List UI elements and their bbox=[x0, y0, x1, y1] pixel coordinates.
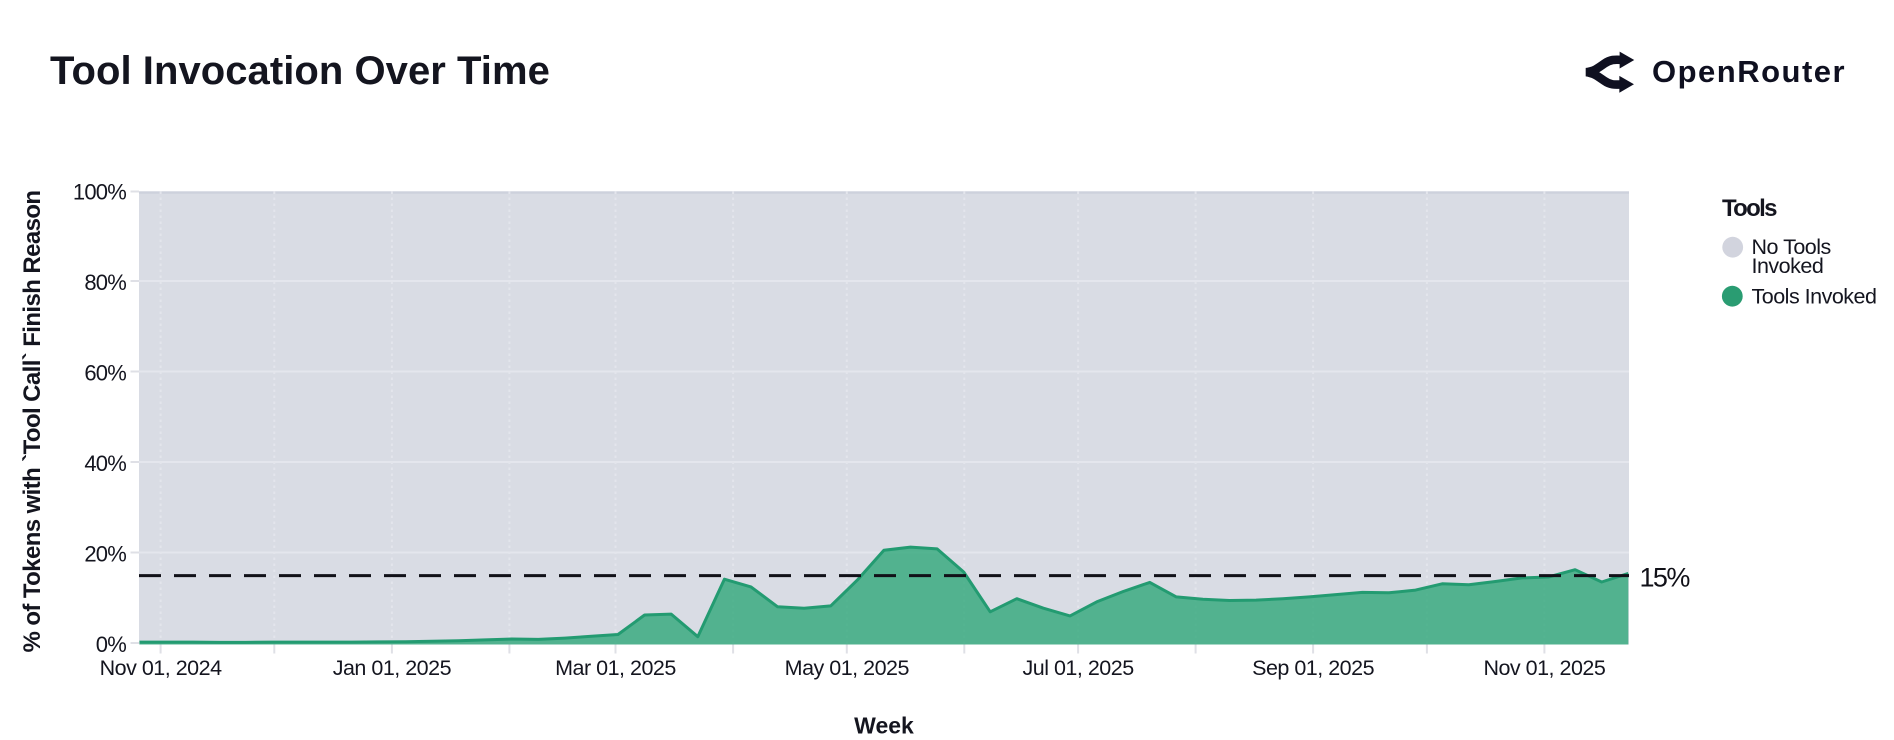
svg-text:Mar 01, 2025: Mar 01, 2025 bbox=[555, 656, 676, 680]
svg-text:Sep 01, 2025: Sep 01, 2025 bbox=[1252, 656, 1374, 680]
svg-text:80%: 80% bbox=[84, 270, 126, 295]
svg-text:Nov 01, 2025: Nov 01, 2025 bbox=[1483, 656, 1605, 680]
svg-text:60%: 60% bbox=[84, 361, 126, 386]
svg-text:20%: 20% bbox=[84, 542, 126, 567]
svg-text:May 01, 2025: May 01, 2025 bbox=[785, 656, 910, 680]
svg-text:Nov 01, 2024: Nov 01, 2024 bbox=[100, 656, 222, 680]
svg-text:% of Tokens with `Tool Call` F: % of Tokens with `Tool Call` Finish Reas… bbox=[19, 191, 46, 653]
svg-text:OpenRouter: OpenRouter bbox=[1652, 54, 1846, 89]
svg-text:Week: Week bbox=[854, 713, 914, 739]
svg-text:100%: 100% bbox=[73, 180, 126, 205]
svg-text:0%: 0% bbox=[96, 632, 126, 657]
svg-text:Tools: Tools bbox=[1722, 195, 1777, 222]
svg-text:Jan 01, 2025: Jan 01, 2025 bbox=[333, 656, 452, 680]
svg-text:Tool Invocation Over Time: Tool Invocation Over Time bbox=[50, 49, 550, 93]
svg-text:Jul 01, 2025: Jul 01, 2025 bbox=[1023, 656, 1135, 680]
svg-text:No Tools: No Tools bbox=[1752, 235, 1831, 259]
svg-text:Tools Invoked: Tools Invoked bbox=[1752, 284, 1877, 308]
svg-text:15%: 15% bbox=[1640, 563, 1691, 593]
svg-text:40%: 40% bbox=[84, 451, 126, 476]
svg-text:Invoked: Invoked bbox=[1752, 254, 1824, 278]
